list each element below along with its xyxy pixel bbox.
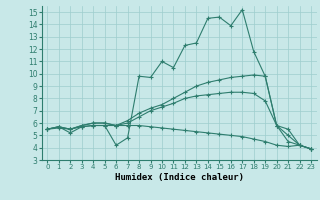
X-axis label: Humidex (Indice chaleur): Humidex (Indice chaleur): [115, 173, 244, 182]
